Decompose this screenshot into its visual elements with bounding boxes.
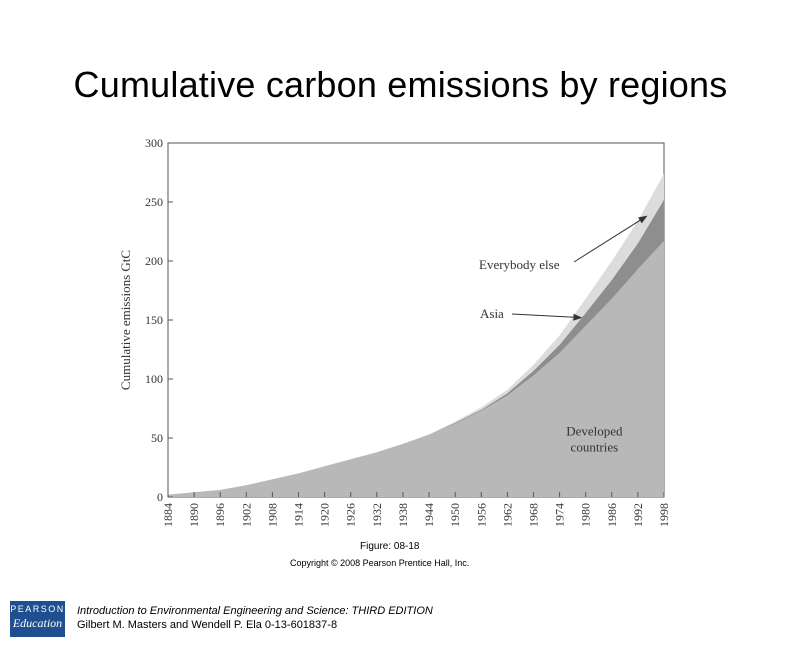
x-tick-label: 1926 bbox=[344, 503, 358, 527]
x-tick-label: 1962 bbox=[500, 503, 514, 527]
x-tick-label: 1986 bbox=[605, 503, 619, 527]
y-tick-label: 150 bbox=[145, 313, 163, 327]
annotation-asia: Asia bbox=[480, 306, 504, 321]
y-tick-label: 100 bbox=[145, 372, 163, 386]
figure-caption: Figure: 08-18 bbox=[360, 541, 420, 552]
x-tick-label: 1908 bbox=[265, 503, 279, 527]
slide-title: Cumulative carbon emissions by regions bbox=[73, 64, 728, 105]
y-tick-label: 250 bbox=[145, 195, 163, 209]
x-tick-label: 1884 bbox=[161, 503, 175, 527]
copyright-notice: Copyright © 2008 Pearson Prentice Hall, … bbox=[290, 558, 470, 568]
x-tick-label: 1974 bbox=[553, 503, 567, 527]
y-tick-label: 300 bbox=[145, 136, 163, 150]
area-developed-countries bbox=[168, 240, 664, 497]
x-tick-label: 1980 bbox=[579, 503, 593, 527]
x-tick-label: 1914 bbox=[292, 503, 306, 527]
x-tick-label: 1890 bbox=[187, 503, 201, 527]
logo-line1: PEARSON bbox=[10, 604, 65, 614]
x-tick-label: 1920 bbox=[318, 503, 332, 527]
annotation-developed-countries: Developed countries bbox=[566, 424, 623, 455]
book-title: Introduction to Environmental Engineerin… bbox=[77, 605, 433, 617]
y-tick-label: 200 bbox=[145, 254, 163, 268]
pearson-logo: PEARSON Education bbox=[10, 601, 65, 637]
y-axis-label: Cumulative emissions GtC bbox=[118, 250, 133, 390]
x-tick-label: 1902 bbox=[239, 503, 253, 527]
arrow-asia bbox=[511, 313, 583, 321]
x-tick-label: 1956 bbox=[474, 503, 488, 527]
x-tick-label: 1998 bbox=[657, 503, 671, 527]
x-tick-label: 1992 bbox=[631, 503, 645, 527]
area-asia bbox=[168, 199, 664, 495]
arrow-everybody-else bbox=[573, 215, 648, 263]
emissions-chart: 0 50 100 150 200 250 300 1884 1890 1896 1902 1908 1… bbox=[118, 136, 671, 527]
x-tick-label: 1944 bbox=[422, 503, 436, 527]
y-tick-label: 0 bbox=[157, 490, 163, 504]
x-tick-label: 1950 bbox=[448, 503, 462, 527]
book-authors: Gilbert M. Masters and Wendell P. Ela 0-… bbox=[77, 619, 338, 631]
annotation-everybody-else: Everybody else bbox=[479, 257, 560, 272]
logo-line2: Education bbox=[12, 616, 63, 630]
x-tick-label: 1968 bbox=[526, 503, 540, 527]
x-tick-label: 1896 bbox=[213, 503, 227, 527]
footer-citation: Introduction to Environmental Engineerin… bbox=[77, 604, 433, 632]
y-tick-label: 50 bbox=[151, 431, 163, 445]
x-tick-label: 1938 bbox=[396, 503, 410, 527]
x-tick-label: 1932 bbox=[370, 503, 384, 527]
area-everybody-else bbox=[168, 173, 664, 495]
